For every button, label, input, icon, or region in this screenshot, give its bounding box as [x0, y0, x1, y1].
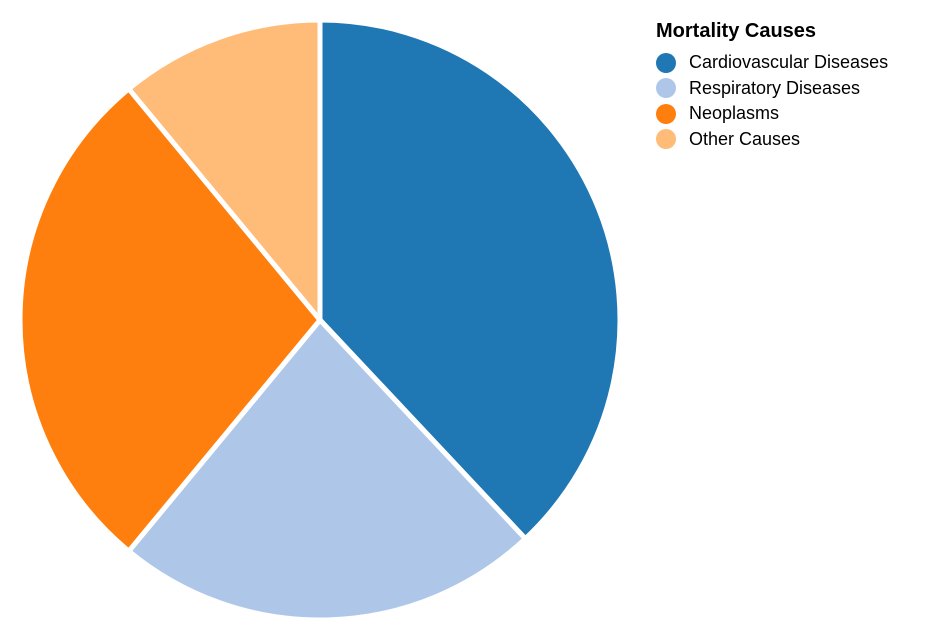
pie-slice-cardiovascular-diseases: [317, 17, 623, 542]
pie-slice-neoplasms: [17, 86, 323, 554]
legend-swatch: [656, 78, 676, 99]
legend: Mortality Causes Cardiovascular Diseases…: [656, 18, 888, 152]
pie-slices: [17, 17, 623, 623]
legend-item: Other Causes: [656, 127, 888, 153]
legend-label: Other Causes: [689, 128, 801, 149]
legend-label: Neoplasms: [689, 103, 780, 124]
legend-item: Cardiovascular Diseases: [656, 50, 888, 76]
legend-item: Neoplasms: [656, 101, 888, 127]
legend-swatch: [656, 52, 676, 73]
legend-label: Cardiovascular Diseases: [689, 52, 889, 73]
pie-slice-respiratory-diseases: [126, 317, 528, 623]
legend-title: Mortality Causes: [656, 20, 817, 42]
legend-swatch: [656, 103, 676, 124]
legend-swatch: [656, 129, 676, 150]
pie-slice-other-causes: [126, 17, 323, 323]
legend-item: Respiratory Diseases: [656, 76, 888, 102]
legend-items: Cardiovascular Diseases Respiratory Disea…: [656, 50, 888, 152]
legend-label: Respiratory Diseases: [689, 77, 861, 98]
